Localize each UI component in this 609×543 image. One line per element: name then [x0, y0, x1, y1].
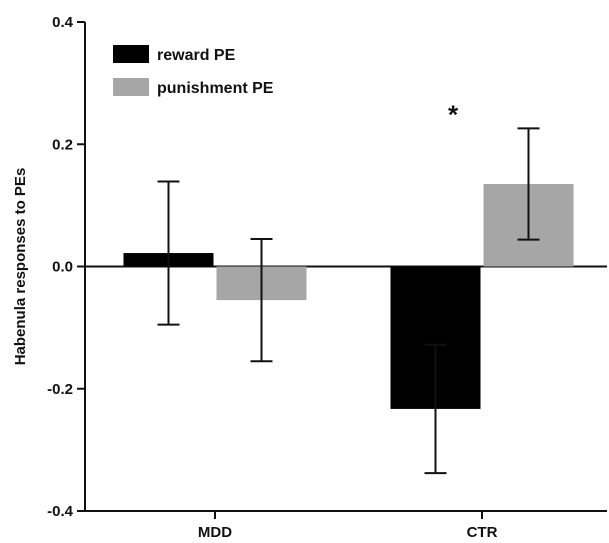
legend-label-1: punishment PE: [157, 80, 274, 97]
y-tick-label: 0.2: [52, 136, 73, 153]
significance-marker: *: [448, 100, 459, 130]
legend: reward PE punishment PE: [113, 45, 274, 97]
annotations: *: [448, 100, 459, 130]
bars: [123, 183, 574, 409]
y-tick-label: 0.0: [52, 259, 73, 276]
legend-swatch-0: [113, 45, 149, 63]
y-tick-label: -0.2: [47, 381, 73, 398]
y-tick-label: 0.4: [52, 14, 74, 31]
error-bars: [157, 127, 540, 475]
x-tick-label: CTR: [467, 524, 498, 541]
y-axis-title: Habenula responses to PEs: [12, 168, 29, 366]
x-tick-label: MDD: [198, 524, 232, 541]
legend-label-0: reward PE: [157, 47, 236, 64]
axes: -0.4 -0.2 0.0 0.2 0.4 Habenula responses to P…: [12, 14, 607, 541]
y-tick-label: -0.4: [47, 503, 74, 520]
legend-swatch-1: [113, 78, 149, 96]
